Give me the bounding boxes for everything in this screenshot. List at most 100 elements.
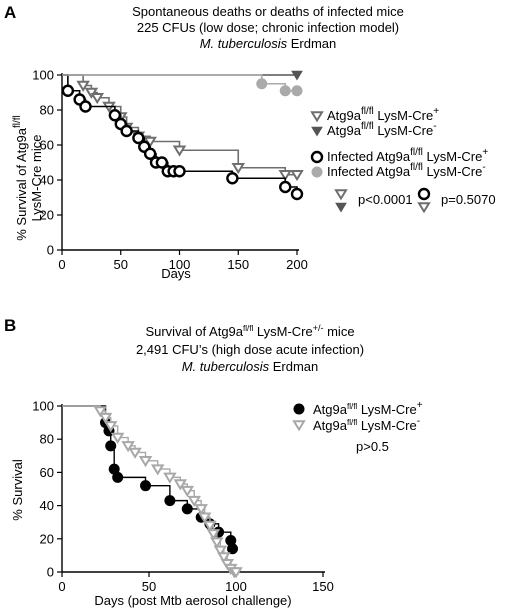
panel-a-series-1-point [231,163,246,175]
legend-b-label-2-mid: LysM-Cre [357,418,416,433]
panel-a-series-1-point [172,145,187,157]
panel-a-ylabel-sup: fl/fl [12,115,23,128]
panel-b-series-2-point [110,432,125,444]
panel-b-series-2-point [187,495,202,508]
legend-a-label-2-sup2: - [433,121,436,132]
panel-a-series-3-point [61,84,75,97]
legend-a-label-3-sup2: + [482,147,488,158]
panel-b-series-2-point [194,504,208,516]
legend-a-label-2-base: Atg9a [327,123,362,138]
legend-a-label-2-mid: LysM-Cre [374,123,433,138]
legend-a-label-2: Atg9afl/fl LysM-Cre- [327,121,437,138]
panel-b-ytick-label: 80 [40,432,54,447]
legend-a-marker-4 [311,166,323,178]
panel-a-pvalue-2: p=0.5070 [441,192,496,207]
legend-b-marker-icon-1 [293,403,305,415]
panel-b-title-italic: M. tuberculosis [182,359,270,374]
panel-b-series-2-point [93,406,108,418]
legend-b-label-1: Atg9afl/fl LysM-Cre+ [313,400,423,417]
panel-b-series-2-point [213,545,228,557]
panel-a-xtick-label: 0 [58,257,65,272]
panel-a-title-strain: Erdman [287,36,336,51]
panel-b-title-line-2: 2,491 CFU’s (high dose acute infection) [136,342,364,357]
panel-a-series-3-point [173,165,186,178]
legend-a-label-4-sup2: - [482,162,485,173]
legend-a-marker-icon-1 [310,111,324,123]
panel-b-legend: Atg9afl/fl LysM-Cre+ Atg9afl/fl LysM-Cre… [292,400,423,454]
panel-a-series-1-point [84,87,99,99]
panel-b-title-sup2: +/- [313,323,324,333]
panel-b: B Survival of Atg9afl/fl LysM-Cre+/- mic… [4,316,423,608]
panel-a-series-3-point [79,100,92,113]
legend-a-label-4-sup1: fl/fl [410,162,423,173]
panel-b-title-strain: Erdman [269,359,318,374]
panel-a-ytick-label: 60 [40,138,54,153]
panel-b-ytick-label: 0 [47,565,54,580]
legend-a-marker-icon-2 [311,126,323,137]
legend-b-label-1-base: Atg9a [313,402,348,417]
panel-b-ytick-label: 60 [40,465,54,480]
panel-b-series-2-point [138,456,153,468]
panel-a-ylabel-line-2: LysM-Cre mice [29,135,44,222]
panel-a-pvalue-keys [334,187,431,214]
panel-a-title-line-3: M. tuberculosis Erdman [200,36,337,51]
panel-a-axes [61,73,299,251]
legend-a-marker-2 [311,126,323,137]
panel-a-series-1-point [90,93,105,105]
panel-b-series-2-point [150,464,165,476]
panel-b-pvalue: p>0.5 [356,439,389,454]
panel-b-series-2-point [163,472,177,484]
legend-b-label-2: Atg9afl/fl LysM-Cre- [313,416,420,433]
panel-b-series [62,405,243,579]
panel-b-axes [61,404,325,573]
panel-b-series-2-point [229,567,243,579]
pvalue-1-key-filled-triangle-icon [335,202,347,213]
panel-a-series-3-point [155,156,169,169]
panel-a-letter: A [4,3,16,22]
panel-a-series-2-point [291,70,303,81]
panel-a-series-4 [62,74,303,97]
legend-b-label-1-mid: LysM-Cre [357,402,416,417]
panel-b-series-2-point [103,421,118,433]
panel-b-series-2-point [121,441,135,453]
panel-b-xtick-label: 50 [142,579,156,594]
panel-b-ytick-label: 20 [40,531,54,546]
panel-b-title-suffix: LysM-Cre [253,324,312,339]
panel-b-series-2-point [217,552,231,564]
legend-a-marker-icon-4 [311,166,323,178]
legend-a-marker-icon-3 [310,150,324,164]
panel-b-ytick-label: 40 [40,498,54,513]
pvalue-2-key-open-triangle-icon [417,202,431,214]
legend-a-label-4-mid: LysM-Cre [423,164,482,179]
panel-b-series-2-point [206,529,221,541]
legend-a-marker-1 [310,111,324,123]
legend-b-item-1: Atg9afl/fl LysM-Cre+ [293,400,423,417]
panel-a-series-3 [61,74,304,201]
panel-b-series-1-point [227,543,239,555]
panel-b-series-1-point [105,440,117,452]
panel-a-series-1-point [290,170,304,182]
legend-a-label-1-base: Atg9a [327,108,362,123]
legend-b-marker-2 [292,420,306,432]
legend-a-label-3-base: Infected Atg9a [327,149,411,164]
panel-a-series-3-point [108,109,122,122]
panel-a-series-4-point [291,85,303,97]
legend-b-label-2-sup1: fl/fl [347,418,357,427]
panel-b-series-1-point [181,503,193,515]
panel-a-ytick-label: 80 [40,103,54,118]
legend-b-item-2: Atg9afl/fl LysM-Cre- [292,416,420,433]
panel-a-title-italic: M. tuberculosis [200,36,288,51]
panel-a-series [61,70,304,201]
panel-a-xtick-label: 150 [227,257,249,272]
panel-b-series-2-point [203,520,217,532]
panel-b-ytick-label: 100 [32,399,54,414]
legend-a-label-1-mid: LysM-Cre [374,108,433,123]
panel-a-xtick-label: 200 [286,257,308,272]
legend-a-label-4-base: Infected Atg9a [327,164,411,179]
legend-a-label-2-sup1: fl/fl [361,121,374,132]
panel-a-ylabel: % Survival of Atg9afl/fl LysM-Cre mice [12,115,44,241]
legend-a-item-3: Infected Atg9afl/fl LysM-Cre+ [310,147,488,164]
panel-b-xtick-label: 150 [312,579,334,594]
legend-b-label-2-base: Atg9a [313,418,348,433]
panel-a-series-3-point [226,172,239,185]
